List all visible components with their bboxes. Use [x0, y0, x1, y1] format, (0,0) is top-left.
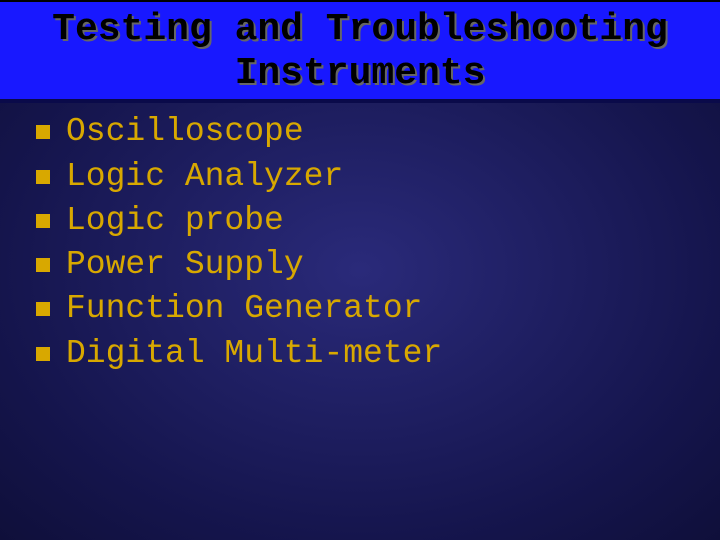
list-item-text: Logic probe: [66, 200, 284, 242]
list-item: Logic probe: [36, 200, 690, 242]
slide-body: Oscilloscope Logic Analyzer Logic probe …: [0, 103, 720, 374]
square-bullet-icon: [36, 258, 50, 272]
list-item-text: Logic Analyzer: [66, 156, 343, 198]
square-bullet-icon: [36, 125, 50, 139]
list-item: Digital Multi-meter: [36, 333, 690, 375]
list-item: Logic Analyzer: [36, 156, 690, 198]
slide-title: Testing and Troubleshooting Instruments: [0, 8, 720, 95]
list-item-text: Function Generator: [66, 288, 422, 330]
square-bullet-icon: [36, 302, 50, 316]
list-item: Oscilloscope: [36, 111, 690, 153]
square-bullet-icon: [36, 170, 50, 184]
list-item: Power Supply: [36, 244, 690, 286]
title-bar: Testing and Troubleshooting Instruments: [0, 0, 720, 103]
list-item: Function Generator: [36, 288, 690, 330]
title-line-1: Testing and Troubleshooting: [52, 8, 668, 51]
square-bullet-icon: [36, 347, 50, 361]
square-bullet-icon: [36, 214, 50, 228]
list-item-text: Power Supply: [66, 244, 304, 286]
list-item-text: Digital Multi-meter: [66, 333, 442, 375]
title-line-2: Instruments: [235, 52, 486, 95]
list-item-text: Oscilloscope: [66, 111, 304, 153]
